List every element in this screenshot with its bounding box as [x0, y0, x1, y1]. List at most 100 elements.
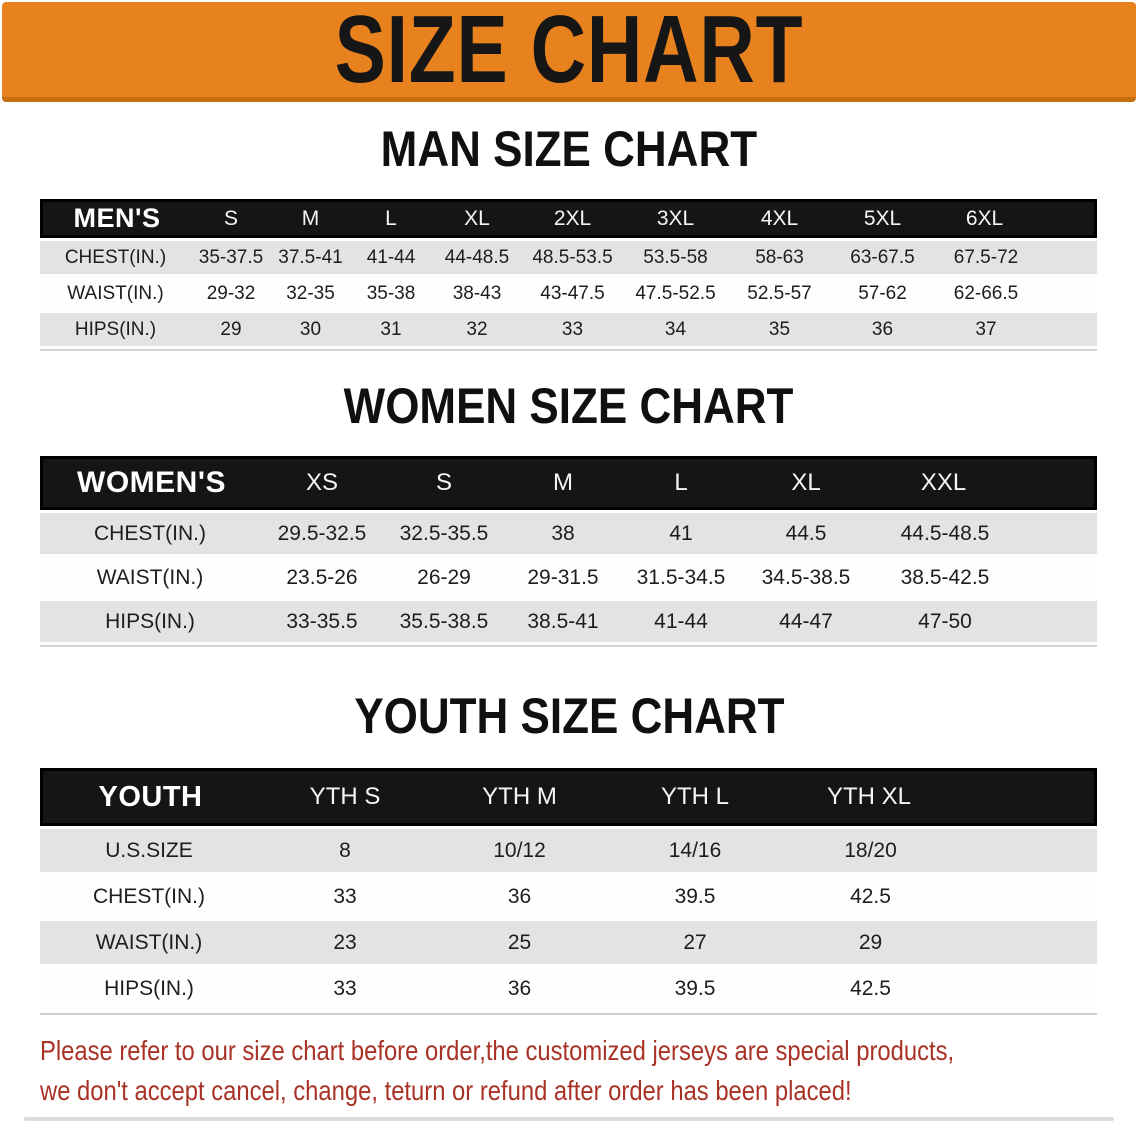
table-cell: 26-29 [417, 565, 471, 589]
table-cell: 44.5 [785, 521, 827, 545]
table-cell: 29.5-32.5 [277, 521, 367, 545]
table-cell: 36 [871, 318, 894, 340]
table-cell: 25 [507, 930, 532, 954]
table-cell: 35.5-38.5 [399, 609, 489, 633]
table-cell: 47.5-52.5 [635, 282, 716, 304]
row-label: WAIST(IN.) [95, 930, 203, 954]
women-section-title-text: WOMEN SIZE CHART [344, 378, 794, 434]
row-label: CHEST(IN.) [94, 521, 206, 545]
man-section-title-text: MAN SIZE CHART [380, 121, 758, 177]
table-cell: 18/20 [844, 838, 897, 862]
table-cell: 42.5 [850, 884, 891, 908]
table-cell: 34 [664, 318, 687, 340]
table-cell: 10/12 [493, 838, 546, 862]
men-col-m: M [271, 199, 350, 238]
table-cell: 53.5-58 [643, 246, 708, 268]
table-cell: 14/16 [668, 838, 722, 862]
youth-col-s: YTH S [258, 768, 432, 826]
disclaimer-line-2: we don't accept cancel, change, teturn o… [40, 1075, 852, 1106]
youth-ussize-row: U.S.SIZE 8 10/12 14/16 18/20 [40, 829, 1097, 872]
women-size-table: WOMEN'S XS S M L XL XXL CHEST(IN.) 29.5-… [40, 453, 1097, 647]
men-hips-row: HIPS(IN.) 29 30 31 32 33 34 35 36 37 [40, 313, 1097, 346]
table-cell: 31 [380, 318, 402, 340]
table-cell: 67.5-72 [953, 246, 1019, 268]
table-cell: 35 [768, 318, 791, 340]
men-col-3xl: 3XL [623, 199, 728, 238]
youth-section-title: YOUTH SIZE CHART [0, 691, 1138, 741]
men-header-row: MEN'S S M L XL 2XL 3XL 4XL 5XL 6XL [40, 199, 1097, 238]
youth-col-m: YTH M [432, 768, 607, 826]
table-cell: 39.5 [674, 884, 716, 908]
youth-col-xl: YTH XL [783, 768, 1097, 826]
youth-hips-row: HIPS(IN.) 33 36 39.5 42.5 [40, 967, 1097, 1010]
women-hips-row: HIPS(IN.) 33-35.5 35.5-38.5 38.5-41 41-4… [40, 601, 1097, 642]
men-header-label: MEN'S [40, 199, 191, 238]
disclaimer-note: Please refer to our size chart before or… [40, 1031, 1138, 1111]
table-cell: 37.5-41 [278, 246, 343, 268]
men-col-l: L [350, 199, 432, 238]
table-cell: 8 [339, 838, 351, 862]
table-cell: 29 [858, 930, 883, 954]
table-cell: 27 [683, 930, 707, 954]
table-cell: 44.5-48.5 [900, 521, 990, 545]
row-label: CHEST(IN.) [64, 246, 167, 268]
row-label: U.S.SIZE [105, 838, 193, 862]
men-col-4xl: 4XL [728, 199, 831, 238]
table-cell: 33-35.5 [286, 609, 358, 633]
row-label: WAIST(IN.) [67, 282, 164, 304]
table-cell: 44-47 [779, 609, 833, 633]
youth-header-label: YOUTH [40, 768, 258, 826]
women-section-title: WOMEN SIZE CHART [0, 381, 1138, 431]
table-cell: 41-44 [654, 609, 708, 633]
men-col-s: S [191, 199, 271, 238]
table-cell: 39.5 [674, 976, 716, 1000]
table-cell: 57-62 [858, 282, 907, 304]
row-label: WAIST(IN.) [96, 565, 204, 589]
table-cell: 32 [466, 318, 488, 340]
women-col-xs: XS [260, 456, 384, 510]
table-cell: 35-38 [366, 282, 416, 304]
table-cell: 23 [333, 930, 357, 954]
table-cell: 36 [507, 884, 532, 908]
table-cell: 38.5-42.5 [900, 565, 990, 589]
table-cell: 30 [299, 318, 322, 340]
table-cell: 29 [220, 318, 242, 340]
table-cell: 41 [669, 521, 693, 545]
disclaimer-line-1: Please refer to our size chart before or… [40, 1035, 955, 1066]
table-cell: 36 [507, 976, 532, 1000]
table-cell: 29-32 [206, 282, 256, 304]
table-cell: 38 [551, 521, 575, 545]
table-cell: 62-66.5 [953, 282, 1019, 304]
men-chest-row: CHEST(IN.) 35-37.5 37.5-41 41-44 44-48.5… [40, 241, 1097, 274]
men-col-2xl: 2XL [522, 199, 623, 238]
women-col-s: S [384, 456, 504, 510]
table-cell: 33 [333, 976, 357, 1000]
table-cell: 32-35 [286, 282, 335, 304]
women-waist-row: WAIST(IN.) 23.5-26 26-29 29-31.5 31.5-34… [40, 557, 1097, 598]
women-col-m: M [504, 456, 622, 510]
table-cell: 43-47.5 [540, 282, 605, 304]
row-label: CHEST(IN.) [93, 884, 205, 908]
row-label: HIPS(IN.) [104, 976, 194, 1000]
women-col-xl: XL [740, 456, 872, 510]
women-col-l: L [622, 456, 740, 510]
table-cell: 63-67.5 [850, 246, 915, 268]
table-cell: 42.5 [850, 976, 891, 1000]
table-cell: 37 [975, 318, 997, 340]
men-waist-row: WAIST(IN.) 29-32 32-35 35-38 38-43 43-47… [40, 277, 1097, 310]
men-col-xl: XL [432, 199, 522, 238]
youth-header-row: YOUTH YTH S YTH M YTH L YTH XL [40, 768, 1097, 826]
size-chart-banner: SIZE CHART [2, 1, 1136, 102]
table-cell: 38-43 [452, 282, 502, 304]
table-cell: 35-37.5 [198, 246, 264, 268]
table-cell: 34.5-38.5 [761, 565, 851, 589]
table-cell: 41-44 [366, 246, 416, 268]
women-col-xxl: XXL [872, 456, 1097, 510]
man-section-title: MAN SIZE CHART [0, 124, 1138, 174]
table-cell: 52.5-57 [747, 282, 812, 304]
men-col-6xl: 6XL [934, 199, 1097, 238]
table-cell: 23.5-26 [286, 565, 358, 589]
men-col-5xl: 5XL [831, 199, 934, 238]
table-cell: 33 [561, 318, 584, 340]
youth-chest-row: CHEST(IN.) 33 36 39.5 42.5 [40, 875, 1097, 918]
